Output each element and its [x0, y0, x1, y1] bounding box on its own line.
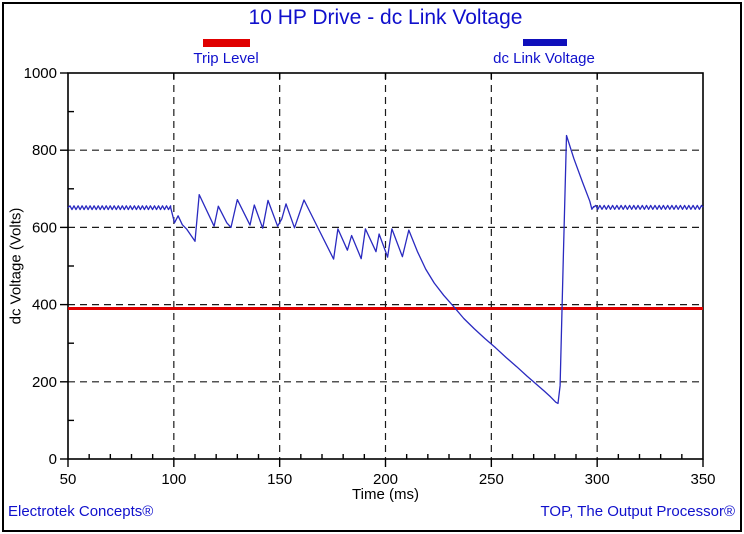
chart-title: 10 HP Drive - dc Link Voltage [248, 6, 523, 29]
y-tick-label: 800 [32, 142, 57, 159]
top-processor-credit: TOP, The Output Processor® [540, 503, 735, 520]
x-axis-title: Time (ms) [352, 486, 419, 503]
x-tick-label: 350 [690, 471, 715, 488]
trip-level-swatch [203, 39, 250, 47]
y-tick-label: 0 [49, 451, 57, 468]
y-axis-title: dc Voltage (Volts) [7, 207, 25, 325]
x-tick-label: 50 [60, 471, 77, 488]
x-tick-label: 150 [267, 471, 292, 488]
y-tick-label: 600 [32, 219, 57, 236]
electrotek-credit: Electrotek Concepts® [8, 503, 154, 520]
x-tick-label: 250 [479, 471, 504, 488]
y-tick-label: 400 [32, 297, 57, 314]
dc-link-voltage-swatch [523, 39, 567, 46]
dc-link-voltage-curve [67, 134, 704, 405]
y-tick-label: 1000 [24, 65, 57, 82]
y-tick-label: 200 [32, 374, 57, 391]
x-tick-label: 200 [373, 471, 398, 488]
trip-level-legend-label: Trip Level [193, 50, 259, 67]
dc-link-voltage-legend-label: dc Link Voltage [493, 50, 595, 67]
x-tick-label: 300 [585, 471, 610, 488]
x-tick-label: 100 [161, 471, 186, 488]
